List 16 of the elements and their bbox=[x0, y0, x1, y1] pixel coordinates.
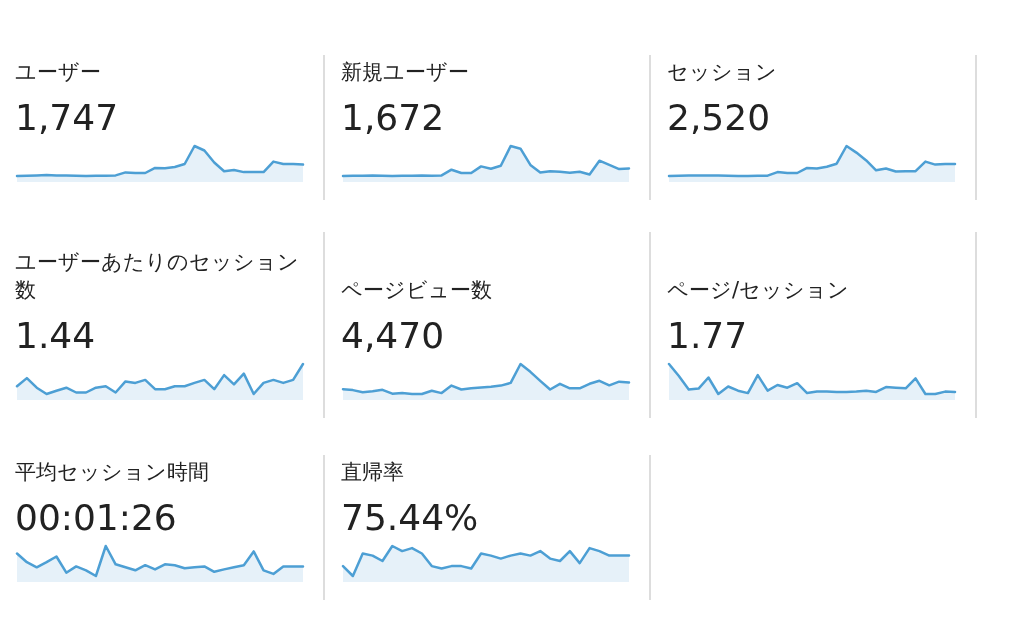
chart-title: 直帰率 bbox=[341, 459, 405, 486]
chart-subtitle: 1.77 bbox=[667, 315, 749, 356]
chart-title: ページビュー数 bbox=[341, 277, 493, 304]
chart-subtitle: 4,470 bbox=[341, 315, 446, 356]
chart-title: 新規ユーザー bbox=[341, 59, 470, 86]
chart-subtitle: 1,672 bbox=[341, 97, 446, 138]
chart-title: ユーザー bbox=[15, 59, 102, 86]
chart-title: ユーザーあたりのセッション数 bbox=[15, 249, 300, 304]
chart-title: 平均セッション時間 bbox=[15, 459, 210, 486]
chart-subtitle: 00:01:26 bbox=[15, 497, 178, 538]
chart-subtitle: 1,747 bbox=[15, 97, 120, 138]
chart-title: ページ/セッション bbox=[667, 277, 851, 304]
chart-title: セッション bbox=[667, 59, 778, 86]
chart-subtitle: 2,520 bbox=[667, 97, 772, 138]
chart-subtitle: 75.44% bbox=[341, 497, 480, 538]
chart-subtitle: 1.44 bbox=[15, 315, 97, 356]
